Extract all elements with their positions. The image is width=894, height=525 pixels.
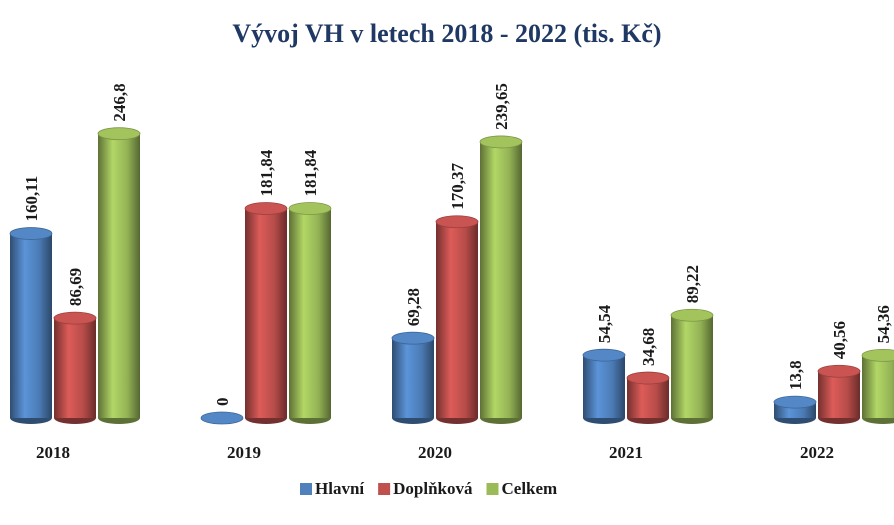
bar-top bbox=[53, 311, 97, 325]
legend-label: Doplňková bbox=[393, 479, 473, 498]
data-label: 54,54 bbox=[595, 304, 614, 343]
x-tick-label: 2018 bbox=[36, 443, 70, 462]
data-label: 89,22 bbox=[683, 265, 702, 303]
x-tick-label: 2019 bbox=[227, 443, 261, 462]
bar bbox=[436, 221, 478, 418]
x-tick-label: 2021 bbox=[609, 443, 643, 462]
data-label: 0 bbox=[213, 398, 232, 407]
bar bbox=[10, 233, 52, 418]
data-label: 239,65 bbox=[492, 83, 511, 130]
bar-top bbox=[391, 331, 435, 345]
bar-top bbox=[479, 135, 523, 149]
bar-top bbox=[670, 308, 714, 322]
bar bbox=[289, 208, 331, 418]
data-label: 34,68 bbox=[639, 328, 658, 366]
legend-label: Hlavní bbox=[315, 479, 364, 498]
bar-top bbox=[288, 202, 332, 215]
data-label: 181,84 bbox=[257, 149, 276, 196]
bar-top bbox=[626, 371, 670, 385]
bar bbox=[98, 133, 140, 418]
bar bbox=[245, 208, 287, 418]
legend-swatch bbox=[486, 483, 499, 495]
data-label: 13,8 bbox=[786, 360, 805, 390]
bar bbox=[627, 378, 669, 418]
data-label: 160,11 bbox=[22, 176, 41, 222]
bar bbox=[583, 355, 625, 418]
data-label: 181,84 bbox=[301, 149, 320, 196]
bar-top bbox=[817, 364, 861, 378]
bar bbox=[392, 338, 434, 418]
bar-top bbox=[244, 202, 288, 215]
bar bbox=[480, 141, 522, 418]
bar-top bbox=[435, 215, 479, 229]
bar bbox=[671, 315, 713, 418]
x-tick-label: 2020 bbox=[418, 443, 452, 462]
x-tick-label: 2022 bbox=[800, 443, 834, 462]
data-label: 69,28 bbox=[404, 288, 423, 326]
bar bbox=[818, 371, 860, 418]
bar-top bbox=[9, 227, 53, 240]
data-label: 246,8 bbox=[110, 83, 129, 121]
data-label: 54,36 bbox=[874, 305, 893, 343]
legend-label: Celkem bbox=[502, 479, 558, 498]
chart-title: Vývoj VH v letech 2018 - 2022 (tis. Kč) bbox=[232, 19, 661, 48]
legend-swatch bbox=[378, 483, 391, 495]
bar-top bbox=[200, 411, 244, 425]
bar-top bbox=[97, 127, 141, 141]
bar bbox=[862, 355, 894, 418]
bar-top bbox=[582, 348, 626, 362]
data-label: 40,56 bbox=[830, 321, 849, 359]
bar-top bbox=[861, 348, 894, 362]
data-label: 86,69 bbox=[66, 268, 85, 306]
bar-top bbox=[773, 395, 817, 409]
bar bbox=[54, 318, 96, 418]
data-label: 170,37 bbox=[448, 162, 467, 209]
legend-swatch bbox=[300, 483, 312, 495]
